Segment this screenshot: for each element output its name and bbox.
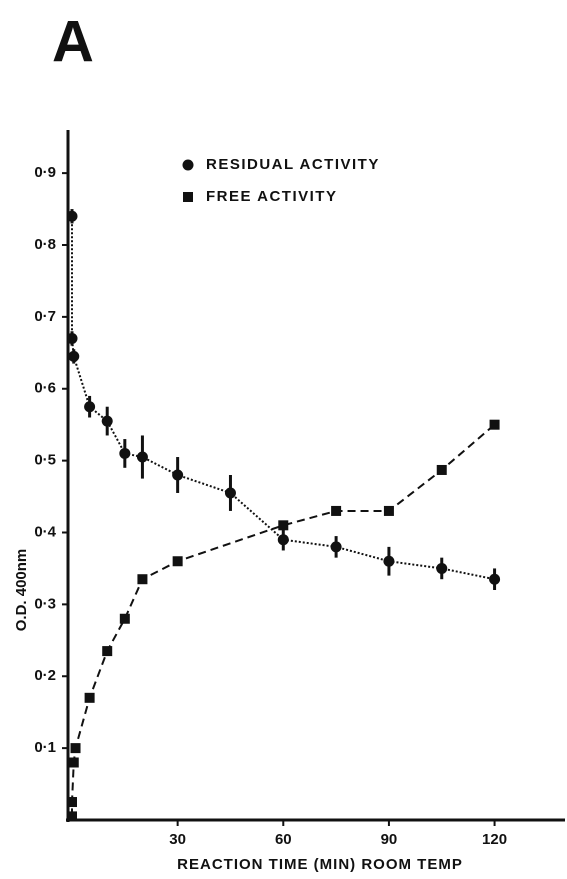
y-tick-label: 0·4 — [34, 523, 56, 540]
data-point — [67, 797, 77, 808]
data-point — [489, 419, 500, 430]
y-tick-label: 0·1 — [34, 739, 56, 756]
series-line — [71, 423, 496, 817]
data-point — [172, 556, 183, 567]
chart-title: A — [52, 9, 94, 74]
x-tick-label: 60 — [275, 831, 292, 848]
legend-label: RESIDUAL ACTIVITY — [206, 156, 380, 173]
data-point — [224, 487, 236, 499]
data-point — [383, 505, 394, 516]
y-tick-label: 0·6 — [34, 380, 56, 397]
data-point — [277, 534, 289, 546]
data-point — [119, 613, 130, 624]
y-tick-label: 0·7 — [34, 308, 56, 325]
data-point — [70, 743, 81, 754]
data-point — [172, 469, 184, 481]
data-point — [84, 401, 96, 413]
data-point — [84, 692, 95, 703]
legend-marker — [182, 159, 194, 171]
x-axis-label: REACTION TIME (MIN) ROOM TEMP — [177, 856, 463, 873]
y-tick-label: 0·2 — [34, 667, 56, 684]
y-tick-label: 0·8 — [34, 236, 56, 253]
data-point — [66, 332, 78, 344]
x-tick-label: 90 — [381, 831, 398, 848]
y-tick-label: 0·3 — [34, 595, 56, 612]
data-point — [436, 562, 448, 574]
data-point — [383, 555, 395, 567]
y-tick-label: 0·9 — [34, 164, 56, 181]
data-point — [278, 520, 289, 531]
data-point — [102, 646, 113, 657]
data-point — [66, 210, 78, 222]
x-tick-label: 30 — [169, 831, 186, 848]
y-axis-label: O.D. 400nm — [13, 549, 30, 632]
legend-marker — [183, 192, 193, 202]
data-point — [136, 451, 148, 463]
data-point — [67, 811, 77, 822]
data-point — [489, 573, 501, 585]
data-point — [331, 505, 342, 516]
x-tick-label: 120 — [482, 831, 507, 848]
data-point — [119, 447, 131, 459]
data-point — [436, 464, 447, 475]
data-point — [137, 574, 148, 585]
data-point — [68, 757, 79, 768]
legend-label: FREE ACTIVITY — [206, 188, 337, 205]
data-point — [101, 415, 113, 427]
series-line — [71, 216, 495, 581]
y-tick-label: 0·5 — [34, 452, 56, 469]
data-point — [68, 350, 80, 362]
data-point — [330, 541, 342, 553]
